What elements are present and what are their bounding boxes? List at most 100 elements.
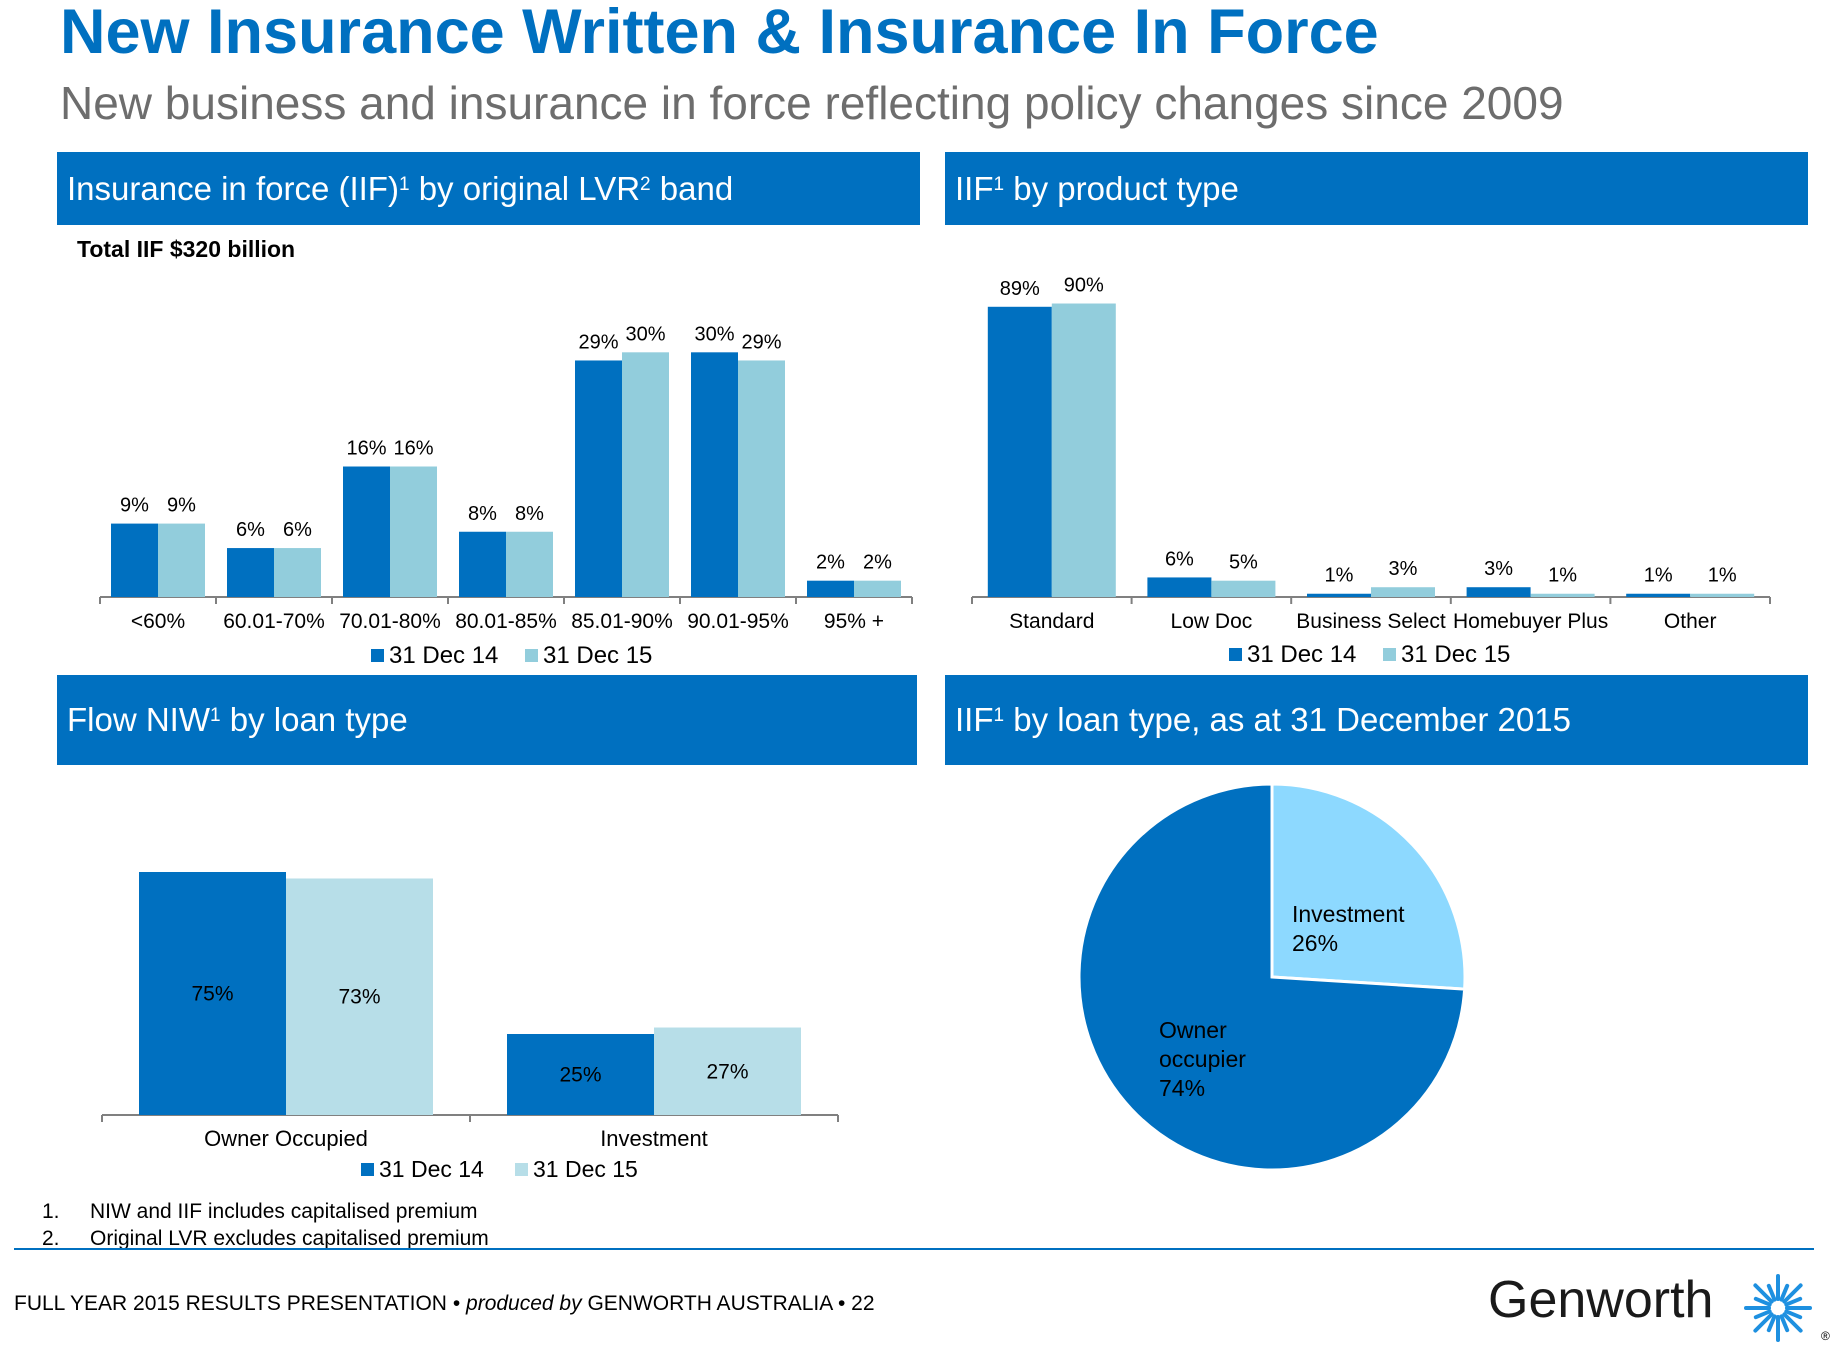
data-label: 9% xyxy=(167,495,196,517)
footnote-ref: 1 xyxy=(993,705,1005,726)
data-label: 3% xyxy=(1389,558,1418,580)
footnote-1: 1. NIW and IIF includes capitalised premi… xyxy=(42,1198,489,1225)
category-label: Owner Occupied xyxy=(204,1126,368,1151)
pie-label: 74% xyxy=(1159,1075,1205,1101)
footnote-text: NIW and IIF includes capitalised premium xyxy=(90,1200,478,1223)
panel-header-loan: IIF1 by loan type, as at 31 December 201… xyxy=(945,675,1808,765)
data-label: 2% xyxy=(863,552,892,574)
legend-label: 31 Dec 15 xyxy=(533,1156,638,1182)
data-label: 8% xyxy=(468,503,497,525)
data-label: 1% xyxy=(1325,565,1354,587)
footnote-number: 2. xyxy=(42,1227,60,1250)
panel-header-flow: Flow NIW1 by loan type xyxy=(57,675,917,765)
footnote-ref: 2 xyxy=(640,174,651,195)
category-label: 90.01-95% xyxy=(687,610,789,633)
legend-swatch xyxy=(525,649,538,662)
bar xyxy=(1147,577,1212,597)
data-label: 16% xyxy=(346,438,386,460)
pie-label: occupier xyxy=(1159,1046,1246,1072)
pie-slice xyxy=(1270,782,1467,991)
bar xyxy=(343,466,390,597)
data-label: 75% xyxy=(191,983,233,1006)
star-ray xyxy=(1782,1283,1803,1304)
bar xyxy=(854,580,901,597)
panel-title-loan: IIF xyxy=(955,701,994,738)
legend-label: 31 Dec 14 xyxy=(1247,641,1356,668)
panel-header-lvr: Insurance in force (IIF)1 by original LV… xyxy=(57,152,920,225)
registered-mark: ® xyxy=(1821,1329,1830,1343)
star-ray xyxy=(1779,1314,1790,1333)
pie-slice xyxy=(1077,782,1467,1172)
data-label: 29% xyxy=(578,331,618,353)
legend-label: 31 Dec 14 xyxy=(389,642,498,669)
panel-title-flow: Flow NIW xyxy=(67,701,210,738)
pie-label: Investment xyxy=(1292,901,1405,927)
bar xyxy=(1211,580,1276,597)
category-label: 60.01-70% xyxy=(223,610,325,633)
data-label: 30% xyxy=(694,323,734,345)
bar xyxy=(286,878,433,1115)
panel-title-lvr-end: band xyxy=(650,170,734,207)
bar xyxy=(1371,587,1435,597)
data-label: 90% xyxy=(1064,275,1104,297)
bar xyxy=(1626,593,1691,597)
data-label: 6% xyxy=(1165,548,1194,570)
bar xyxy=(390,466,437,597)
data-label: 1% xyxy=(1548,565,1577,587)
star-ray xyxy=(1753,1283,1774,1304)
category-label: Low Doc xyxy=(1171,610,1253,633)
category-label: Investment xyxy=(600,1126,708,1151)
legend-swatch xyxy=(1229,648,1242,661)
category-label: Business Select xyxy=(1296,610,1446,633)
bar xyxy=(1466,587,1531,597)
footnotes: 1. NIW and IIF includes capitalised premi… xyxy=(42,1198,489,1252)
legend-label: 31 Dec 14 xyxy=(379,1156,484,1182)
data-label: 1% xyxy=(1644,565,1673,587)
bar xyxy=(1530,593,1595,597)
category-label: Homebuyer Plus xyxy=(1453,610,1608,633)
panel-title-loan-end: by loan type, as at 31 December 2015 xyxy=(1004,701,1571,738)
data-label: 6% xyxy=(236,519,265,541)
legend-swatch xyxy=(371,649,384,662)
category-label: <60% xyxy=(131,610,185,633)
bar xyxy=(691,352,738,597)
footnote-2: 2. Original LVR excludes capitalised prem… xyxy=(42,1225,489,1252)
panel-title-lvr-mid: by original LVR xyxy=(409,170,641,207)
bar xyxy=(575,360,622,597)
genworth-star-icon: ® xyxy=(1744,1274,1830,1343)
bar xyxy=(987,306,1052,597)
bar xyxy=(1690,593,1755,597)
bar xyxy=(139,872,286,1115)
bar xyxy=(459,531,506,597)
category-label: 85.01-90% xyxy=(571,610,673,633)
footnote-number: 1. xyxy=(42,1200,60,1223)
legend-swatch xyxy=(361,1163,374,1176)
star-ray xyxy=(1753,1309,1772,1320)
star-ray xyxy=(1782,1312,1803,1333)
footer-separator: • xyxy=(832,1292,852,1315)
category-label: 70.01-80% xyxy=(339,610,441,633)
page-subtitle: New business and insurance in force refl… xyxy=(60,77,1564,129)
bar xyxy=(274,548,321,597)
data-label: 3% xyxy=(1484,558,1513,580)
bar xyxy=(227,548,274,597)
footer-company: GENWORTH AUSTRALIA xyxy=(581,1292,833,1315)
data-label: 2% xyxy=(816,552,845,574)
legend-swatch xyxy=(515,1163,528,1176)
bar xyxy=(1307,593,1371,597)
genworth-logo: Genworth ® xyxy=(1488,1270,1838,1345)
page-number: 22 xyxy=(851,1292,875,1315)
data-label: 8% xyxy=(515,503,544,525)
bar xyxy=(654,1027,801,1115)
pie-label: Owner xyxy=(1159,1017,1227,1043)
star-ray xyxy=(1766,1283,1777,1302)
pie-label: 26% xyxy=(1292,930,1338,956)
data-label: 5% xyxy=(1229,552,1258,574)
footnote-text: Original LVR excludes capitalised premiu… xyxy=(90,1227,489,1250)
bar xyxy=(738,360,785,597)
legend-label: 31 Dec 15 xyxy=(1401,641,1510,668)
footer-presentation: FULL YEAR 2015 RESULTS PRESENTATION xyxy=(14,1292,447,1315)
